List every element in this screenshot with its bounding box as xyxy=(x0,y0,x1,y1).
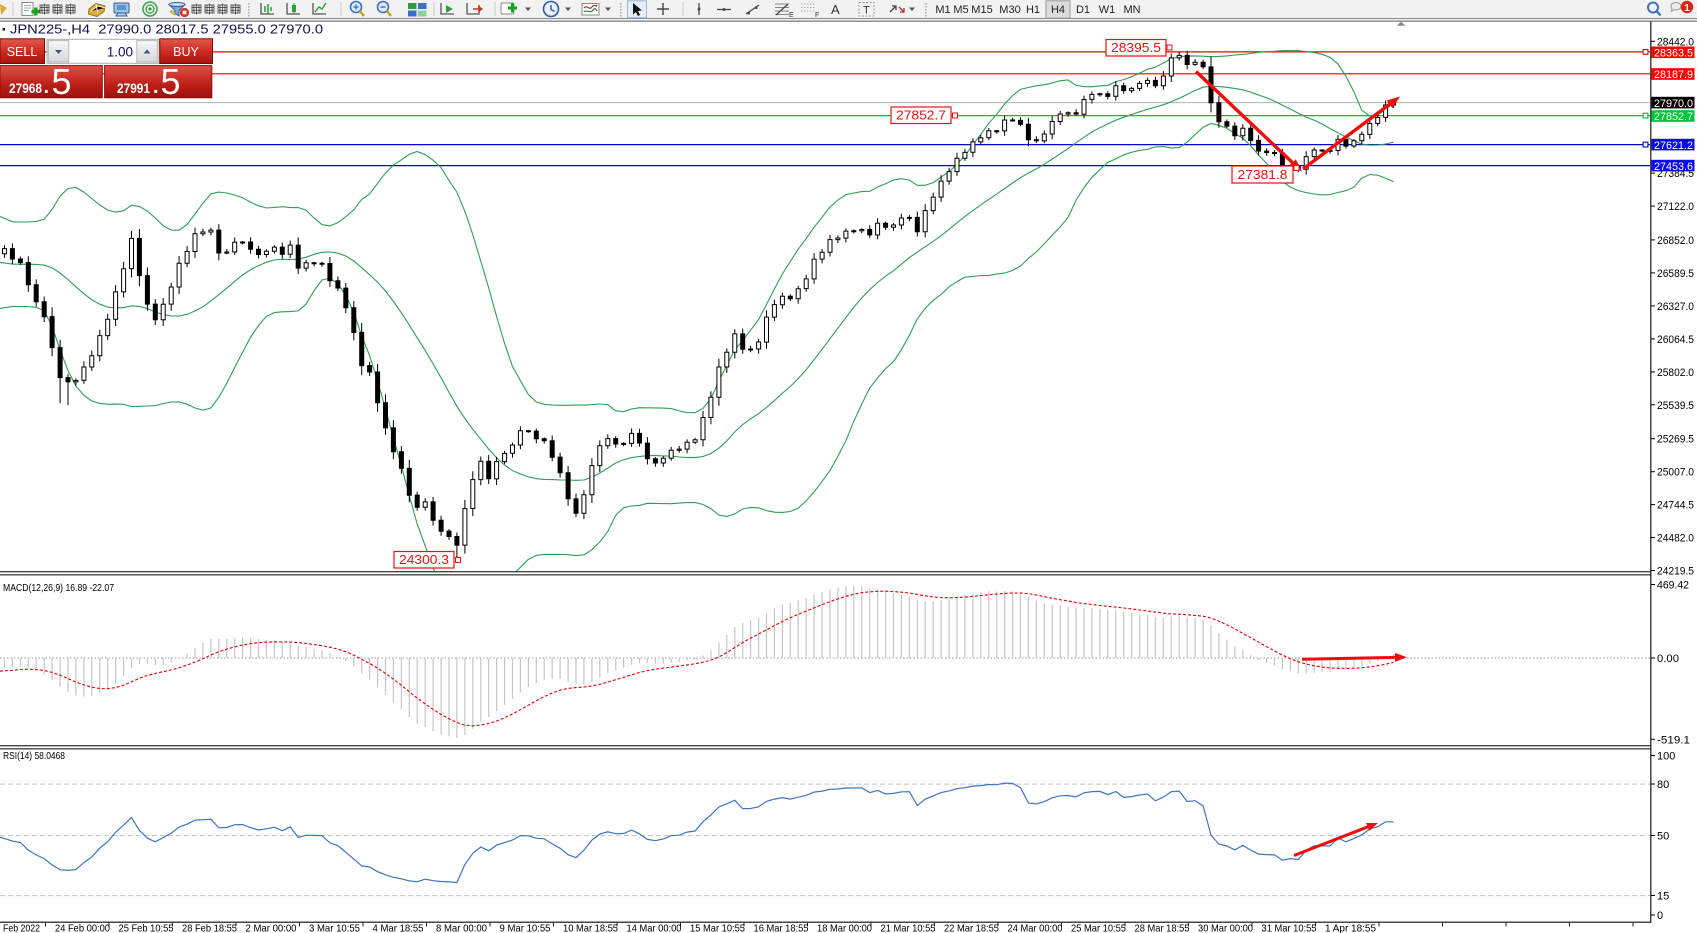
svg-text:31 Mar 10:55: 31 Mar 10:55 xyxy=(1262,923,1317,933)
svg-text:26327.0: 26327.0 xyxy=(1657,301,1694,313)
svg-text:28442.0: 28442.0 xyxy=(1657,36,1694,48)
svg-text:15: 15 xyxy=(1657,891,1669,903)
svg-text:21 Mar 10:55: 21 Mar 10:55 xyxy=(881,923,936,933)
svg-text:27991: 27991 xyxy=(117,80,150,96)
svg-text:14 Mar 00:00: 14 Mar 00:00 xyxy=(627,923,682,933)
svg-text:5: 5 xyxy=(161,61,181,102)
svg-text:.: . xyxy=(153,76,159,98)
svg-text:27968: 27968 xyxy=(9,80,42,96)
svg-text:4 Mar 18:55: 4 Mar 18:55 xyxy=(373,923,424,933)
svg-text:24482.0: 24482.0 xyxy=(1657,533,1694,545)
svg-text:T: T xyxy=(863,5,870,17)
svg-text:27122.0: 27122.0 xyxy=(1657,201,1694,213)
svg-text:H1: H1 xyxy=(1026,4,1040,16)
svg-text:BUY: BUY xyxy=(173,45,199,59)
svg-text:MN: MN xyxy=(1123,4,1140,16)
svg-text:D1: D1 xyxy=(1076,4,1090,16)
svg-text:Feb 2022: Feb 2022 xyxy=(3,923,40,933)
svg-text:28 Mar 18:55: 28 Mar 18:55 xyxy=(1135,923,1190,933)
svg-text:27453.6: 27453.6 xyxy=(1654,161,1693,173)
svg-text:30 Mar 00:00: 30 Mar 00:00 xyxy=(1198,923,1253,933)
svg-text:24219.5: 24219.5 xyxy=(1657,566,1694,578)
svg-text:27381.8: 27381.8 xyxy=(1238,167,1288,182)
svg-text:100: 100 xyxy=(1657,751,1675,763)
svg-text:18 Mar 00:00: 18 Mar 00:00 xyxy=(817,923,872,933)
svg-text:469.42: 469.42 xyxy=(1657,580,1689,592)
svg-text:15 Mar 10:55: 15 Mar 10:55 xyxy=(690,923,745,933)
svg-text:RSI(14) 58.0468: RSI(14) 58.0468 xyxy=(3,750,65,762)
svg-text:.: . xyxy=(44,76,50,98)
svg-text:10 Mar 18:55: 10 Mar 18:55 xyxy=(563,923,618,933)
svg-text:5: 5 xyxy=(52,61,72,102)
svg-text:50: 50 xyxy=(1657,831,1669,843)
svg-text:27970.0: 27970.0 xyxy=(1654,98,1693,110)
svg-text:80: 80 xyxy=(1657,779,1669,791)
svg-text:M15: M15 xyxy=(971,4,992,16)
svg-text:3 Mar 10:55: 3 Mar 10:55 xyxy=(309,923,360,933)
svg-text:W1: W1 xyxy=(1099,4,1116,16)
svg-text:JPN225-,H4 27990.0 28017.5 27: JPN225-,H4 27990.0 28017.5 27955.0 27970… xyxy=(10,22,323,37)
svg-text:SELL: SELL xyxy=(7,45,38,59)
svg-text:28 Feb 18:55: 28 Feb 18:55 xyxy=(182,923,237,933)
svg-text:27852.7: 27852.7 xyxy=(1654,111,1693,123)
svg-text:28363.5: 28363.5 xyxy=(1654,48,1693,60)
svg-text:27852.7: 27852.7 xyxy=(896,108,946,123)
svg-text:24744.5: 24744.5 xyxy=(1657,500,1694,512)
svg-text:M5: M5 xyxy=(953,4,968,16)
svg-text:26064.5: 26064.5 xyxy=(1657,334,1694,346)
svg-text:25802.0: 25802.0 xyxy=(1657,367,1694,379)
svg-text:A: A xyxy=(831,2,840,17)
svg-text:28187.9: 28187.9 xyxy=(1654,69,1693,81)
svg-text:9 Mar 10:55: 9 Mar 10:55 xyxy=(500,923,551,933)
svg-text:27621.2: 27621.2 xyxy=(1654,140,1693,152)
svg-text:24 Feb 00:00: 24 Feb 00:00 xyxy=(55,923,110,933)
svg-text:26589.5: 26589.5 xyxy=(1657,268,1694,280)
svg-text:16 Mar 18:55: 16 Mar 18:55 xyxy=(754,923,809,933)
svg-text:E: E xyxy=(789,12,794,19)
svg-text:25 Feb 10:55: 25 Feb 10:55 xyxy=(119,923,174,933)
svg-text:F: F xyxy=(815,12,819,19)
svg-text:24300.3: 24300.3 xyxy=(399,552,449,567)
svg-text:25007.0: 25007.0 xyxy=(1657,467,1694,479)
svg-text:0: 0 xyxy=(1657,910,1663,922)
svg-text:1.00: 1.00 xyxy=(107,44,133,59)
svg-text:24 Mar 00:00: 24 Mar 00:00 xyxy=(1008,923,1063,933)
svg-text:H4: H4 xyxy=(1051,4,1065,16)
svg-text:0.00: 0.00 xyxy=(1657,653,1679,665)
svg-text:25269.5: 25269.5 xyxy=(1657,434,1694,446)
svg-text:8 Mar 00:00: 8 Mar 00:00 xyxy=(436,923,487,933)
svg-text:1: 1 xyxy=(1684,2,1690,14)
svg-text:M30: M30 xyxy=(999,4,1020,16)
svg-text:MACD(12,26,9) 16.89 -22.07: MACD(12,26,9) 16.89 -22.07 xyxy=(3,582,114,594)
svg-text:-519.1: -519.1 xyxy=(1657,734,1690,746)
svg-text:28395.5: 28395.5 xyxy=(1111,40,1161,55)
svg-text:25 Mar 10:55: 25 Mar 10:55 xyxy=(1071,923,1126,933)
svg-text:M1: M1 xyxy=(935,4,950,16)
svg-text:26852.0: 26852.0 xyxy=(1657,235,1694,247)
svg-text:1 Apr 18:55: 1 Apr 18:55 xyxy=(1325,923,1376,933)
svg-text:25539.5: 25539.5 xyxy=(1657,400,1694,412)
svg-text:22 Mar 18:55: 22 Mar 18:55 xyxy=(944,923,999,933)
svg-text:2 Mar 00:00: 2 Mar 00:00 xyxy=(246,923,297,933)
